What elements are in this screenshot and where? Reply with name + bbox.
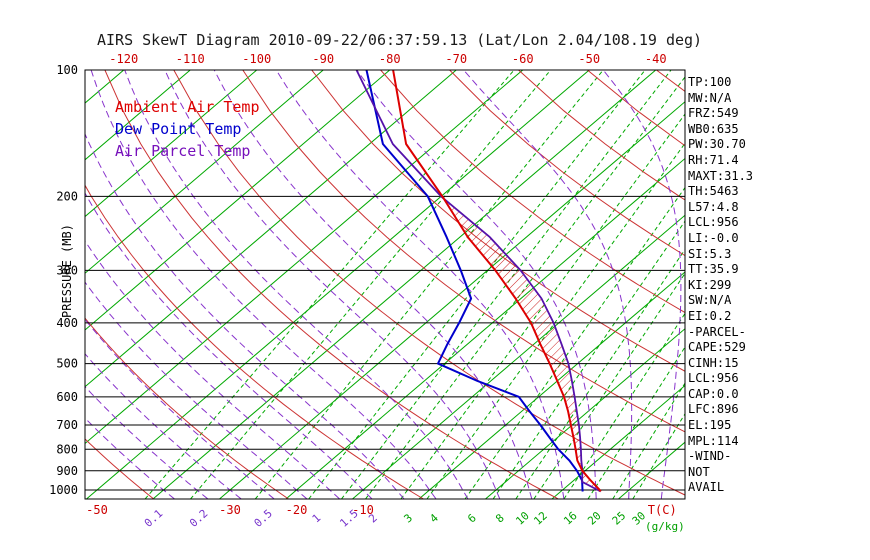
index-line: TP:100 [688,75,732,89]
pressure-tick-label: 900 [56,464,78,478]
pressure-tick-label: 500 [56,357,78,371]
temp-unit-label: T(C) [648,503,677,517]
index-line: TT:35.9 [688,262,739,277]
index-line: EI:0.2 [688,308,732,323]
indices-panel: TP:100 MW:N/A FRZ:549 WB0:635 PW:30.70 RH:71.… [688,75,753,496]
plot-frame [84,69,686,500]
mixing-ratio-label: 6 [465,511,479,525]
index-line: SI:5.3 [688,246,732,261]
ambient-temp-curve [392,70,602,493]
mixing-ratio-label: 8 [493,511,507,525]
index-line: CAPE:529 [688,340,746,355]
mixing-ratio-label: 2 [366,511,380,525]
legend-air-parcel-temp: Air Parcel Temp [115,142,251,160]
top-temp-label: -110 [176,52,205,66]
top-temp-label: -120 [109,52,138,66]
mixing-ratio-label: 20 [585,509,604,528]
pressure-tick-label: 800 [56,442,78,456]
top-temp-label: -40 [645,52,667,66]
index-line: RH:71.4 [688,152,739,167]
mixing-ratio-label: 3 [401,511,415,525]
index-line: LI:-0.0 [688,230,739,245]
top-temp-label: -50 [578,52,600,66]
index-line: AVAIL [688,480,725,495]
pressure-tick-label: 100 [56,63,78,77]
bottom-temp-label: -10 [352,503,374,517]
bottom-temp-label: -30 [219,503,241,517]
index-line: PW:30.70 [688,137,746,152]
index-line: MAXT:31.3 [688,168,754,183]
index-line: LFC:896 [688,402,739,417]
index-line: MW:N/A [688,90,732,105]
chart-title: AIRS SkewT Diagram 2010-09-22/06:37:59.1… [97,31,703,49]
index-line: WB0:635 [688,121,739,136]
top-temp-label: -80 [379,52,401,66]
index-line: MPL:114 [688,433,739,448]
pressure-tick-label: 400 [56,316,78,330]
mixing-ratio-label: 10 [513,509,532,528]
bottom-temp-label: -20 [286,503,308,517]
mixing-ratio-label: 4 [427,511,441,525]
index-line: CAP:0.0 [688,386,739,401]
mixing-ratio-label: 1 [310,511,324,525]
index-line: CINH:15 [688,355,739,370]
top-temp-label: -70 [445,52,467,66]
pressure-tick-label: 1000 [49,483,78,497]
index-line: L57:4.8 [688,199,739,214]
mixing-ratio-label: 0.1 [142,507,165,530]
isobar-lines [85,69,685,491]
index-line: LCL:956 [688,371,739,386]
index-line: KI:299 [688,277,732,292]
isotherm-lines [85,70,685,499]
index-line: SW:N/A [688,293,732,308]
mixing-ratio-label: 0.2 [187,507,210,530]
mixing-ratio-unit-label: (g/kg) [645,520,685,533]
mixing-ratio-label: 12 [531,509,550,528]
sounding-curves [355,70,602,493]
pressure-tick-label: 600 [56,390,78,404]
parcel-temp-curve [355,70,602,493]
index-line: FRZ:549 [688,106,739,121]
index-line: LCL:956 [688,215,739,230]
top-temp-label: -60 [512,52,534,66]
pressure-tick-label: 200 [56,189,78,203]
index-line: -WIND- [688,449,732,464]
legend-ambient-air-temp: Ambient Air Temp [115,98,260,116]
mixing-ratio-label: 16 [561,509,580,528]
mixing-ratio-label: 0.5 [252,507,275,530]
top-temp-label: -90 [312,52,334,66]
pressure-tick-label: 700 [56,418,78,432]
top-temp-label: -100 [242,52,271,66]
bottom-temp-label: -50 [86,503,108,517]
pressure-tick-label: 300 [56,263,78,277]
mixing-ratio-label: 25 [610,509,629,528]
index-line: NOT [688,464,710,479]
legend-dew-point-temp: Dew Point Temp [115,120,242,138]
dewpoint-curve [365,70,584,492]
index-line: EL:195 [688,418,732,433]
index-line: TH:5463 [688,184,739,199]
index-line: -PARCEL- [688,324,746,339]
legend: Ambient Air Temp Dew Point Temp Air Parcel… [115,96,260,162]
